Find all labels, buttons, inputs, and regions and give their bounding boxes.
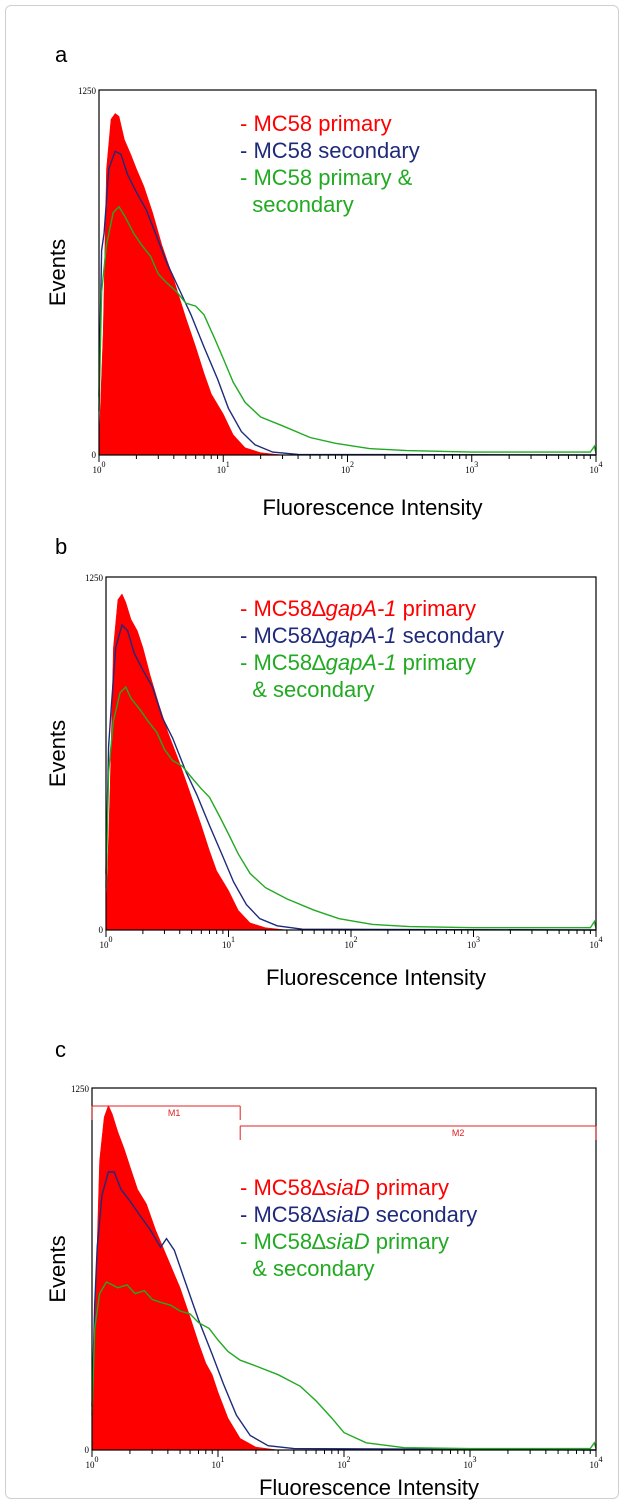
legend-entry: - MC58∆gapA-1 primary (240, 596, 476, 621)
x-axis-label: Fluorescence Intensity (266, 965, 486, 990)
x-tick-label: 101 (222, 935, 235, 950)
x-tick-label: 100 (86, 1455, 99, 1470)
x-axis-label: Fluorescence Intensity (262, 495, 482, 520)
series-line (105, 623, 597, 931)
x-axis-label: Fluorescence Intensity (259, 1475, 479, 1500)
legend-entry: & secondary (240, 1256, 375, 1281)
x-tick-label: 101 (217, 460, 230, 475)
x-tick-label: 103 (464, 1455, 477, 1470)
series-line (91, 1281, 597, 1450)
y-axis-label: Events (45, 1235, 70, 1302)
x-tick-label: 104 (590, 460, 603, 475)
x-tick-label: 103 (467, 935, 480, 950)
x-tick-label: 104 (590, 935, 603, 950)
x-tick-label: 102 (338, 1455, 351, 1470)
y-tick-label: 0 (92, 450, 97, 460)
marker-label: M1 (168, 1108, 181, 1118)
legend-entry: - MC58∆gapA-1 secondary (240, 623, 504, 648)
panel-letter: c (55, 1037, 66, 1062)
legend-entry: secondary (240, 192, 354, 217)
y-tick-label: 0 (99, 925, 104, 935)
legend-entry: - MC58∆siaD primary (240, 1229, 449, 1254)
y-tick-label: 1250 (85, 573, 104, 583)
legend-entry: - MC58 secondary (240, 138, 420, 163)
x-tick-label: 103 (465, 460, 478, 475)
legend-entry: - MC58 primary & (240, 165, 413, 190)
legend-entry: & secondary (240, 677, 375, 702)
y-tick-label: 1250 (78, 86, 97, 96)
series-line (91, 1171, 597, 1451)
figure-frame (5, 5, 619, 1499)
series-area-primary (98, 113, 596, 456)
series-area-primary (105, 593, 596, 931)
x-tick-label: 100 (93, 460, 106, 475)
panel-letter: a (55, 42, 68, 67)
series-line (98, 150, 597, 456)
panel-letter: b (55, 534, 67, 559)
x-tick-label: 102 (345, 935, 358, 950)
series-line (105, 685, 597, 929)
x-tick-label: 102 (341, 460, 354, 475)
legend-entry: - MC58∆gapA-1 primary (240, 650, 476, 675)
x-tick-label: 100 (100, 935, 113, 950)
marker-label: M2 (452, 1128, 465, 1138)
legend-entry: - MC58∆siaD secondary (240, 1202, 477, 1227)
y-tick-label: 1250 (71, 1084, 90, 1094)
x-tick-label: 104 (590, 1455, 603, 1470)
x-tick-label: 101 (212, 1455, 225, 1470)
y-tick-label: 0 (85, 1445, 90, 1455)
legend-entry: - MC58∆siaD primary (240, 1175, 449, 1200)
y-axis-label: Events (45, 720, 70, 787)
legend-entry: - MC58 primary (240, 111, 392, 136)
series-line (98, 205, 597, 454)
y-axis-label: Events (45, 239, 70, 306)
